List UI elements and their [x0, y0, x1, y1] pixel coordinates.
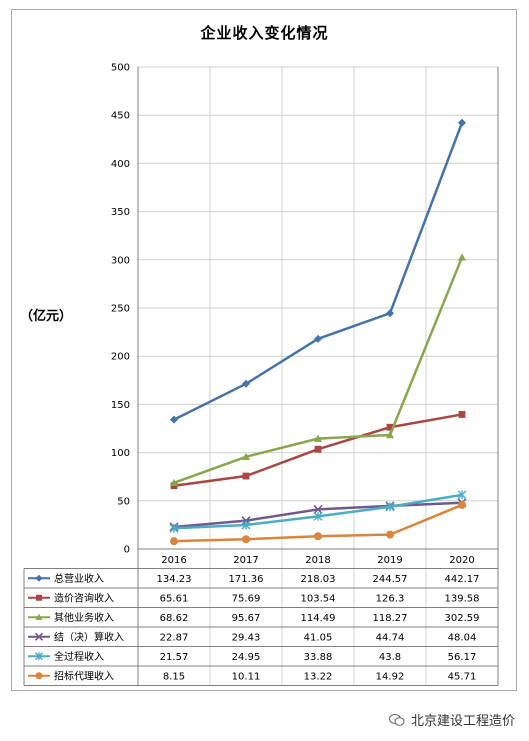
data-label: 218.03: [301, 574, 336, 585]
data-label: 118.27: [373, 613, 408, 624]
data-label: 56.17: [448, 652, 477, 663]
watermark-text: 北京建设工程造价: [410, 714, 515, 729]
y-tick-label: 350: [111, 207, 130, 218]
chart-frame: [11, 9, 517, 691]
y-tick-label: 450: [111, 111, 130, 122]
legend-key-marker: [35, 613, 43, 621]
data-label: 10.11: [232, 672, 261, 683]
legend-series-name: 全过程收入: [54, 650, 104, 663]
data-label: 13.22: [304, 672, 333, 683]
data-point: [242, 452, 250, 460]
data-label: 65.61: [160, 594, 189, 605]
data-point: [458, 500, 466, 509]
legend-series-name: 其他业务收入: [54, 611, 114, 624]
data-label: 75.69: [232, 594, 261, 605]
legend-key-marker: [35, 574, 43, 582]
data-point: [242, 535, 250, 544]
data-label: 114.49: [301, 613, 336, 624]
legend-key-marker: [36, 594, 42, 601]
data-label: 43.8: [379, 652, 401, 663]
data-label: 8.15: [163, 672, 185, 683]
x-tick-label: 2018: [305, 555, 330, 566]
legend-key-marker: [35, 672, 43, 680]
data-label: 126.3: [376, 594, 405, 605]
legend-series-name: 结（决）算收入: [54, 631, 124, 644]
data-label: 33.88: [304, 652, 333, 663]
data-point: [458, 411, 466, 418]
data-point: [385, 502, 395, 512]
data-point: [313, 511, 323, 521]
y-tick-label: 300: [111, 255, 130, 266]
data-label: 45.71: [448, 672, 477, 683]
data-label: 302.59: [445, 613, 480, 624]
y-tick-label: 250: [111, 304, 130, 315]
data-point: [242, 379, 250, 388]
x-tick-label: 2019: [377, 555, 402, 566]
x-tick-label: 2016: [161, 555, 186, 566]
y-tick-label: 50: [117, 496, 130, 507]
data-point: [386, 309, 394, 318]
y-tick-label: 200: [111, 352, 130, 363]
data-label: 244.57: [373, 574, 408, 585]
data-point: [314, 445, 322, 453]
data-label: 21.57: [160, 652, 189, 663]
y-tick-label: 100: [111, 448, 130, 459]
watermark: 北京建设工程造价: [388, 710, 515, 729]
data-label: 171.36: [229, 574, 264, 585]
y-tick-label: 400: [111, 159, 130, 170]
data-point: [386, 530, 394, 539]
x-tick-label: 2020: [449, 555, 474, 566]
data-label: 134.23: [157, 574, 192, 585]
data-label: 48.04: [448, 633, 477, 644]
y-axis-unit-label: （亿元）: [20, 309, 73, 324]
data-label: 24.95: [232, 652, 261, 663]
data-point: [458, 253, 466, 261]
data-point: [170, 415, 178, 424]
data-point: [170, 478, 178, 487]
series-line: [173, 122, 464, 421]
data-label: 41.05: [304, 633, 333, 644]
data-point: [313, 504, 323, 514]
data-point: [386, 430, 394, 439]
data-point: [314, 434, 322, 442]
legend-key-marker: [34, 632, 44, 641]
wechat-icon: [388, 713, 405, 727]
data-label: 14.92: [376, 672, 405, 683]
data-point: [386, 423, 394, 431]
legend-series-name: 招标代理收入: [54, 670, 114, 683]
data-label: 95.67: [232, 613, 261, 624]
legend-series-name: 造价咨询收入: [54, 592, 114, 605]
data-label: 22.87: [160, 633, 189, 644]
legend-series-name: 总营业收入: [54, 572, 104, 585]
data-point: [314, 532, 322, 541]
data-point: [170, 537, 178, 546]
y-tick-label: 500: [111, 63, 130, 74]
legend-key-marker: [35, 652, 43, 661]
y-tick-label: 150: [111, 400, 130, 411]
x-tick-label: 2017: [233, 555, 258, 566]
data-point: [457, 490, 467, 500]
data-label: 68.62: [160, 613, 189, 624]
data-point: [458, 118, 466, 127]
data-point: [314, 334, 322, 343]
data-label: 442.17: [445, 574, 480, 585]
data-label: 103.54: [301, 594, 336, 605]
data-point: [241, 520, 251, 530]
data-point: [242, 472, 250, 480]
data-label: 139.58: [445, 594, 480, 605]
data-label: 44.74: [376, 633, 405, 644]
y-tick-label: 0: [124, 545, 130, 556]
data-point: [169, 523, 179, 533]
data-label: 29.43: [232, 633, 261, 644]
chart-title: 企业收入变化情况: [200, 24, 329, 42]
